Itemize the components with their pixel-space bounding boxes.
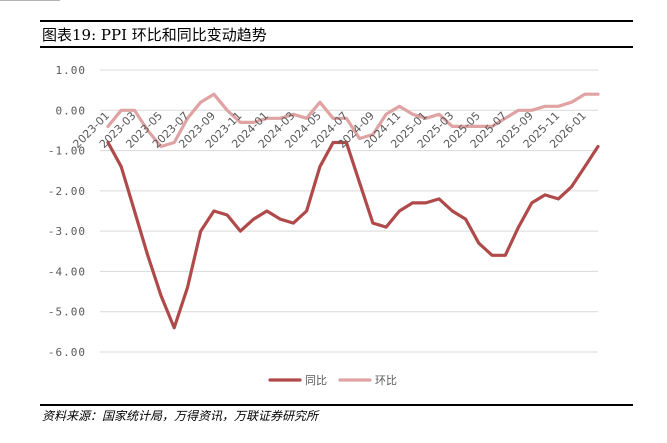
source-note: 资料来源：国家统计局，万得资讯，万联证券研究所 (42, 409, 319, 423)
series-line-mom (106, 92, 600, 149)
figure-title-bar: 图表19: PPI 环比和同比变动趋势 (40, 20, 633, 48)
legend-label-yoy: 同比 (305, 374, 327, 387)
y-tick-label: -3.00 (48, 225, 86, 238)
y-tick-label: -2.00 (48, 185, 86, 198)
y-tick-label: -4.00 (48, 265, 86, 278)
y-tick-label: -5.00 (48, 306, 86, 319)
legend-label-mom: 环比 (375, 374, 397, 387)
y-tick-label: -1.00 (48, 145, 86, 158)
figure-title: 图表19: PPI 环比和同比变动趋势 (42, 26, 267, 44)
y-tick-label: 1.00 (56, 64, 87, 77)
y-tick-label: -6.00 (48, 346, 86, 359)
top-rule (0, 0, 60, 7)
y-tick-label: 0.00 (56, 104, 87, 117)
footer-rule (40, 404, 633, 406)
series-line-yoy (106, 140, 600, 330)
